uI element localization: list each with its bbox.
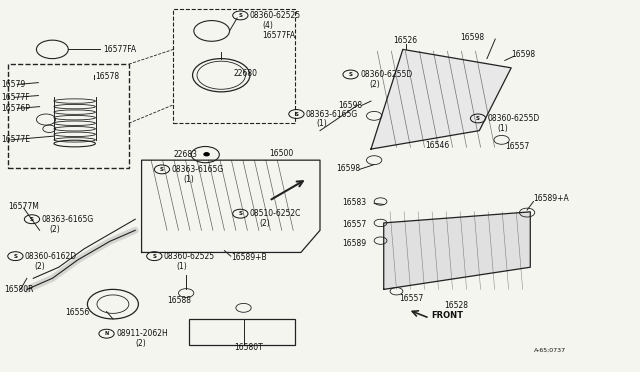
Text: 16580R: 16580R <box>4 285 34 294</box>
Text: S: S <box>349 72 353 77</box>
Text: (1): (1) <box>183 175 194 184</box>
Text: 16589: 16589 <box>342 239 367 248</box>
Text: (2): (2) <box>259 219 270 228</box>
Text: S: S <box>238 13 243 18</box>
Polygon shape <box>384 212 531 289</box>
Text: 16588: 16588 <box>167 296 191 305</box>
Text: 16577F: 16577F <box>1 93 30 102</box>
Text: S: S <box>238 211 243 216</box>
Text: S: S <box>476 116 480 121</box>
Text: 16577E: 16577E <box>1 135 30 144</box>
Polygon shape <box>371 49 511 149</box>
Text: 16500: 16500 <box>269 150 293 158</box>
Text: 16579: 16579 <box>1 80 26 89</box>
Text: S: S <box>30 217 34 222</box>
Text: (2): (2) <box>370 80 380 89</box>
Text: (2): (2) <box>35 262 45 270</box>
Text: 16557: 16557 <box>342 220 367 229</box>
Text: 16578: 16578 <box>96 72 120 81</box>
Text: S: S <box>294 112 298 116</box>
Text: 08911-2062H: 08911-2062H <box>116 329 168 338</box>
Text: 16526: 16526 <box>394 36 417 45</box>
Text: 22680: 22680 <box>234 69 258 78</box>
Text: 16583: 16583 <box>342 198 367 207</box>
Text: A-65;0737: A-65;0737 <box>534 348 566 353</box>
Text: 08363-6165G: 08363-6165G <box>42 215 94 224</box>
Circle shape <box>204 153 209 156</box>
Text: 16528: 16528 <box>444 301 468 311</box>
Text: N: N <box>104 331 109 336</box>
Text: 16598: 16598 <box>460 33 484 42</box>
Text: 08510-6252C: 08510-6252C <box>250 209 301 218</box>
Text: (1): (1) <box>497 124 508 133</box>
Text: 16598: 16598 <box>336 164 360 173</box>
Text: (1): (1) <box>317 119 328 128</box>
Text: 16598: 16598 <box>338 101 362 110</box>
Text: FRONT: FRONT <box>431 311 463 320</box>
Text: (2): (2) <box>135 339 146 348</box>
Text: 08360-6162D: 08360-6162D <box>25 251 77 261</box>
Text: 16576P: 16576P <box>1 104 30 113</box>
Text: 22683: 22683 <box>173 150 197 159</box>
Text: 08360-62525: 08360-62525 <box>164 251 215 261</box>
Text: 16589+A: 16589+A <box>534 195 569 203</box>
Text: 16577FA: 16577FA <box>262 31 296 40</box>
Text: 16577M: 16577M <box>8 202 38 211</box>
Text: (4): (4) <box>262 21 273 30</box>
Text: 08360-6255D: 08360-6255D <box>488 114 540 123</box>
Text: 08360-6255D: 08360-6255D <box>360 70 412 79</box>
Text: 08363-6165G: 08363-6165G <box>306 109 358 119</box>
Text: 16556: 16556 <box>65 308 90 317</box>
Text: 16546: 16546 <box>425 141 449 150</box>
Text: 08360-62525: 08360-62525 <box>250 11 301 20</box>
Text: 08363-6165G: 08363-6165G <box>172 165 224 174</box>
Text: (1): (1) <box>177 262 188 270</box>
Text: (2): (2) <box>49 225 60 234</box>
Text: 16580T: 16580T <box>234 343 263 352</box>
Text: S: S <box>13 254 17 259</box>
Text: S: S <box>160 167 164 172</box>
Text: 16557: 16557 <box>399 294 424 303</box>
Text: 16577FA: 16577FA <box>103 45 136 54</box>
Text: 16557: 16557 <box>505 142 529 151</box>
Text: 16598: 16598 <box>511 50 535 59</box>
Text: 16589+B: 16589+B <box>231 253 266 263</box>
Text: S: S <box>152 254 156 259</box>
